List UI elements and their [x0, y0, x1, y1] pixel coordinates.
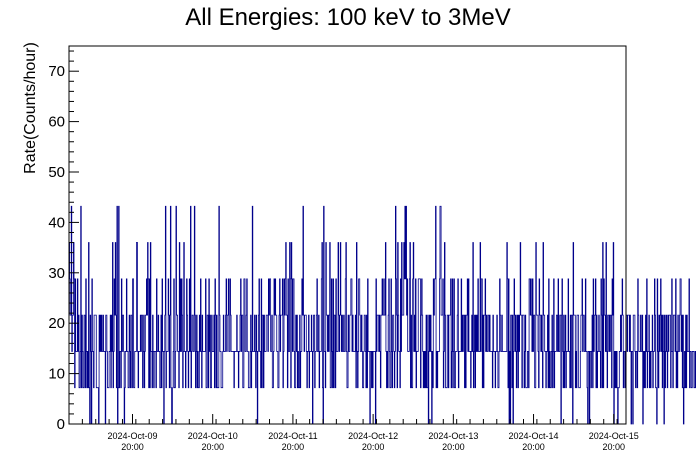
x-tick-label-time: 20:00 [121, 442, 144, 452]
rate-series-line-0 [69, 205, 696, 425]
y-axis: 0 10 20 30 40 50 60 70 [48, 50, 79, 433]
series-layer [69, 205, 696, 425]
x-tick-label-time: 20:00 [282, 442, 305, 452]
x-tick-label-time: 20:00 [442, 442, 465, 452]
y-axis-label: Rate(Counts/hour) [22, 42, 39, 174]
y-tick-label: 0 [57, 416, 65, 433]
y-tick-label: 60 [48, 114, 65, 131]
y-tick-label: 30 [48, 265, 65, 282]
x-tick-label-time: 20:00 [522, 442, 545, 452]
x-tick-label-date: 2024-Oct-09 [107, 431, 157, 441]
x-axis: 2024-Oct-0920:002024-Oct-1020:002024-Oct… [68, 414, 639, 452]
y-tick-label: 50 [48, 164, 65, 181]
x-tick-label-time: 20:00 [201, 442, 224, 452]
x-tick-label-time: 20:00 [362, 442, 385, 452]
plot-frame [68, 45, 627, 425]
x-tick-label-date: 2024-Oct-14 [509, 431, 559, 441]
chart-title: All Energies: 100 keV to 3MeV [185, 4, 511, 31]
x-tick-label-time: 20:00 [602, 442, 625, 452]
y-tick-label: 20 [48, 315, 65, 332]
x-tick-label-date: 2024-Oct-15 [589, 431, 639, 441]
x-tick-label-date: 2024-Oct-10 [188, 431, 238, 441]
x-tick-label-date: 2024-Oct-11 [268, 431, 317, 441]
plot-border [68, 45, 627, 425]
y-tick-label: 10 [48, 366, 65, 383]
x-tick-label-date: 2024-Oct-12 [348, 431, 398, 441]
y-tick-label: 70 [48, 63, 65, 80]
y-tick-label: 40 [48, 214, 65, 231]
x-tick-label-date: 2024-Oct-13 [428, 431, 478, 441]
